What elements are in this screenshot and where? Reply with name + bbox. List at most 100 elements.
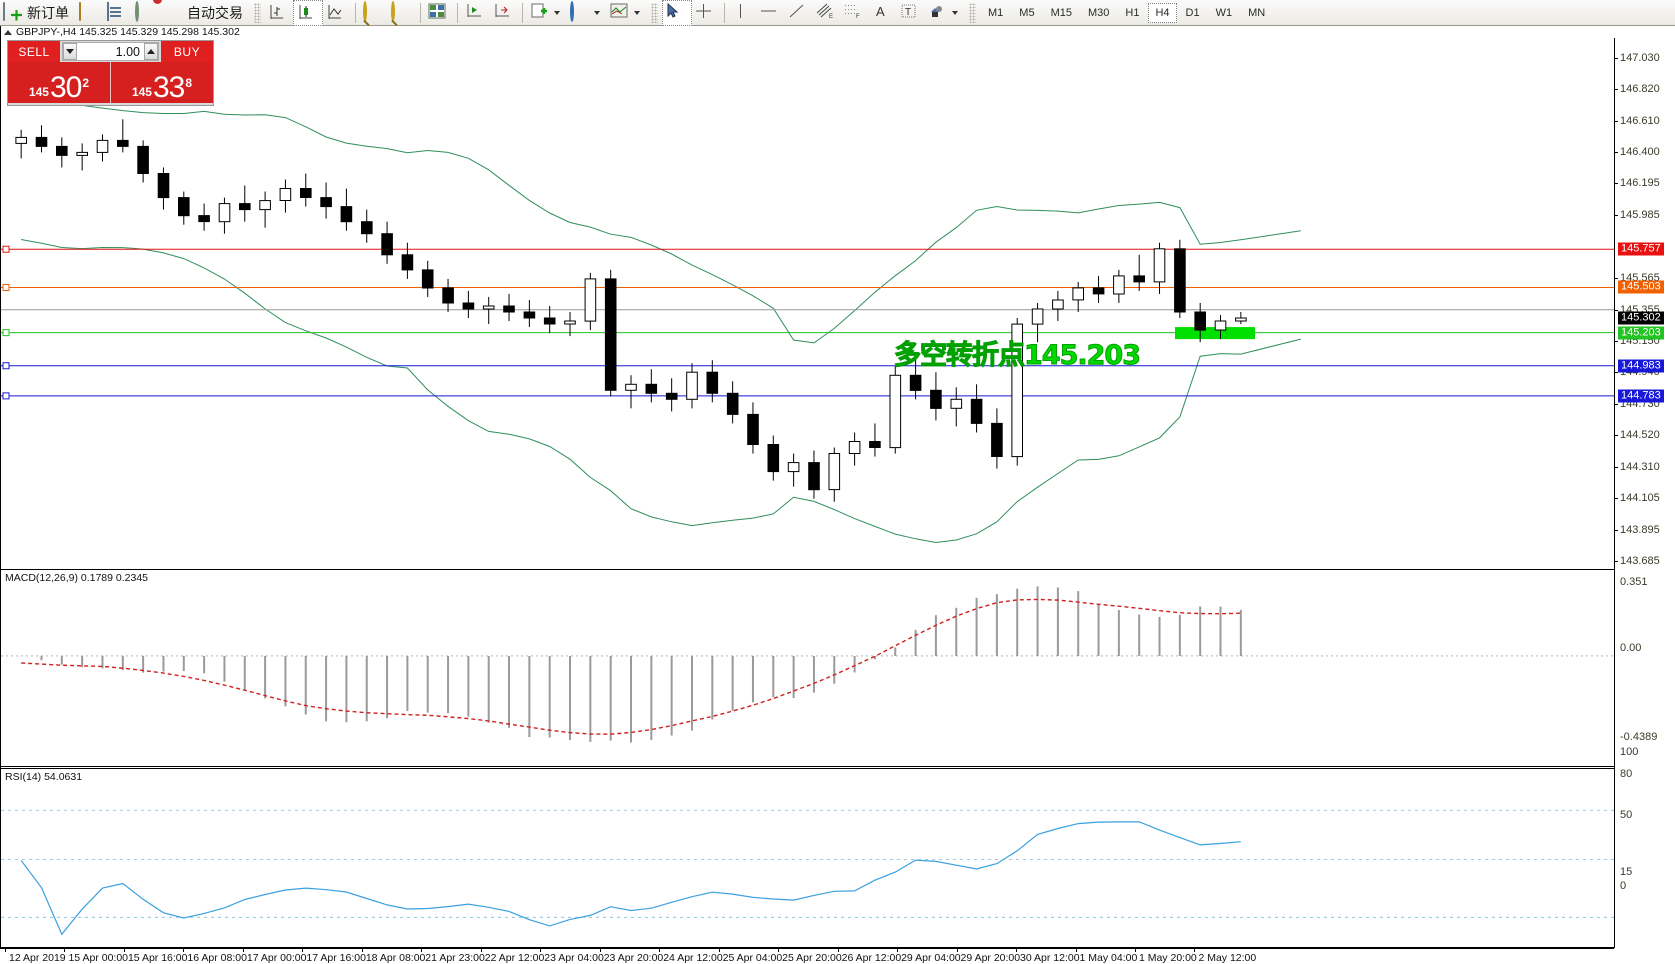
trendline-button[interactable]	[785, 1, 813, 25]
symbol-info-text: GBPJPY-,H4 145.325 145.329 145.298 145.3…	[16, 26, 240, 38]
price-axis-tick	[1614, 120, 1618, 122]
price-axis-label: 147.030	[1620, 51, 1660, 64]
chevron-down-icon-3[interactable]	[634, 10, 640, 15]
shapes-button[interactable]	[925, 1, 965, 25]
price-axis-label: 143.895	[1620, 523, 1660, 536]
volume-stepper[interactable]: 1.00	[62, 42, 159, 61]
auto-scroll-button[interactable]	[490, 1, 518, 25]
time-axis-label: 17 Apr 16:00	[306, 952, 366, 964]
toolbar-grip-3[interactable]	[969, 2, 976, 23]
volume-increment-button[interactable]	[144, 43, 158, 60]
price-axis-label: 145.985	[1620, 208, 1660, 221]
one-click-trading-panel[interactable]: SELL 1.00 BUY 145 30 2 145 33 8	[7, 40, 214, 106]
candlestick-chart-button[interactable]	[293, 0, 323, 26]
equidistant-channel-button[interactable]: F	[841, 1, 869, 25]
timeframe-mn-button[interactable]: MN	[1248, 6, 1266, 19]
price-axis-tick	[1614, 89, 1618, 91]
cursor-button[interactable]	[662, 0, 692, 26]
time-axis-label: 17 Apr 00:00	[246, 952, 307, 964]
price-axis-tick	[1614, 435, 1618, 437]
timeframe-h1-button[interactable]: H1	[1125, 6, 1140, 19]
price-level-tag[interactable]: 144.983	[1618, 359, 1664, 373]
rsi-pane[interactable]: RSI(14) 54.0631	[1, 768, 1614, 948]
fibonacci-icon: E	[816, 3, 838, 23]
octp-header: SELL 1.00 BUY	[8, 41, 213, 62]
chevron-down-icon-4[interactable]	[952, 10, 958, 15]
price-level-tag[interactable]: 144.783	[1618, 389, 1664, 403]
auto-trading-icon	[163, 3, 185, 23]
sell-price-big: 30	[49, 71, 82, 104]
volume-value[interactable]: 1.00	[77, 43, 144, 60]
time-axis-label: 18 Apr 08:00	[365, 952, 426, 964]
timeframe-m1-button[interactable]: M1	[988, 6, 1004, 19]
chart-shift-button[interactable]	[462, 1, 490, 25]
indicators-button[interactable]	[527, 1, 567, 25]
price-level-tag[interactable]: 145.757	[1618, 242, 1664, 256]
terminal-window-button[interactable]	[104, 1, 132, 25]
signal-button[interactable]	[132, 0, 160, 25]
macd-pane[interactable]: MACD(12,26,9) 0.1789 0.2345	[1, 569, 1614, 767]
vline-button[interactable]	[729, 1, 757, 25]
sell-price-display[interactable]: 145 30 2	[8, 62, 111, 103]
buy-button[interactable]: BUY	[161, 41, 213, 62]
price-axis-label: 144.310	[1620, 461, 1660, 474]
timeframe-m5-button[interactable]: M5	[1019, 6, 1035, 19]
time-axis-label: 2 May 12:00	[1198, 952, 1257, 964]
price-axis-label: 146.610	[1620, 114, 1660, 127]
sell-button[interactable]: SELL	[8, 41, 60, 62]
line-chart-button[interactable]	[323, 1, 351, 25]
chevron-down-icon-2[interactable]	[594, 10, 600, 15]
chart-annotation-text[interactable]: 多空转折点145.203	[894, 340, 1142, 372]
equidistant-icon: F	[844, 3, 866, 23]
price-level-tag[interactable]: 145.203	[1618, 326, 1664, 340]
time-axis-label: 21 Apr 23:00	[425, 952, 485, 964]
new-order-button[interactable]: 新订单	[0, 1, 76, 25]
price-axis-tick	[1614, 340, 1618, 342]
crosshair-button[interactable]	[692, 1, 720, 25]
chevron-down-icon[interactable]	[554, 10, 560, 15]
price-level-tag[interactable]: 145.302	[1618, 311, 1664, 325]
volume-decrement-button[interactable]	[63, 43, 77, 60]
bar-chart-button[interactable]	[265, 1, 293, 25]
timeframe-d1-button[interactable]: D1	[1185, 6, 1200, 19]
folder-button[interactable]	[76, 1, 104, 25]
time-axis-label: 25 Apr 04:00	[722, 952, 783, 964]
period-button[interactable]	[567, 0, 607, 25]
svg-text:T: T	[905, 7, 911, 18]
timeframe-h4-button[interactable]: H4	[1148, 2, 1177, 23]
fibonacci-button[interactable]: E	[813, 1, 841, 25]
text-label-button[interactable]: T	[897, 1, 925, 25]
collapse-triangle-icon[interactable]	[4, 29, 12, 35]
hline-button[interactable]	[757, 1, 785, 25]
grid-button[interactable]	[425, 1, 453, 25]
chart-area[interactable]: GBPJPY-,H4 145.325 145.329 145.298 145.3…	[0, 26, 1675, 964]
timeframe-w1-button[interactable]: W1	[1215, 6, 1233, 19]
zoom-in-icon	[363, 0, 385, 23]
auto-trading-button[interactable]: 自动交易	[160, 1, 250, 25]
text-button[interactable]: A	[869, 1, 897, 25]
time-axis-label: 1 May 04:00	[1079, 952, 1138, 964]
indicator-axis-label: 0.351	[1620, 576, 1648, 588]
time-axis-label: 26 Apr 12:00	[841, 952, 902, 964]
toolbar-divider-2	[420, 2, 421, 23]
zoom-out-button[interactable]	[388, 0, 416, 25]
terminal-window-icon	[107, 1, 129, 23]
svg-text:F: F	[856, 14, 860, 20]
toolbar-grip[interactable]	[254, 2, 261, 23]
templates-icon	[610, 3, 632, 23]
zoom-in-button[interactable]	[360, 0, 388, 25]
timeframe-m15-button[interactable]: M15	[1050, 6, 1072, 19]
price-level-tag[interactable]: 145.503	[1618, 280, 1664, 294]
price-axis-label: 144.520	[1620, 429, 1660, 442]
toolbar-divider-4	[522, 2, 523, 23]
time-axis-label: 23 Apr 20:00	[603, 952, 664, 964]
macd-label: MACD(12,26,9) 0.1789 0.2345	[5, 572, 149, 584]
templates-button[interactable]	[607, 1, 647, 25]
sell-price-fraction: 2	[82, 76, 90, 90]
buy-price-display[interactable]: 145 33 8	[111, 62, 213, 103]
price-pane[interactable]	[1, 38, 1614, 568]
indicator-axis-label: 0	[1620, 880, 1627, 892]
toolbar-grip-2[interactable]	[651, 2, 658, 23]
timeframe-m30-button[interactable]: M30	[1087, 6, 1110, 19]
indicator-axis-label: 15	[1620, 866, 1633, 878]
